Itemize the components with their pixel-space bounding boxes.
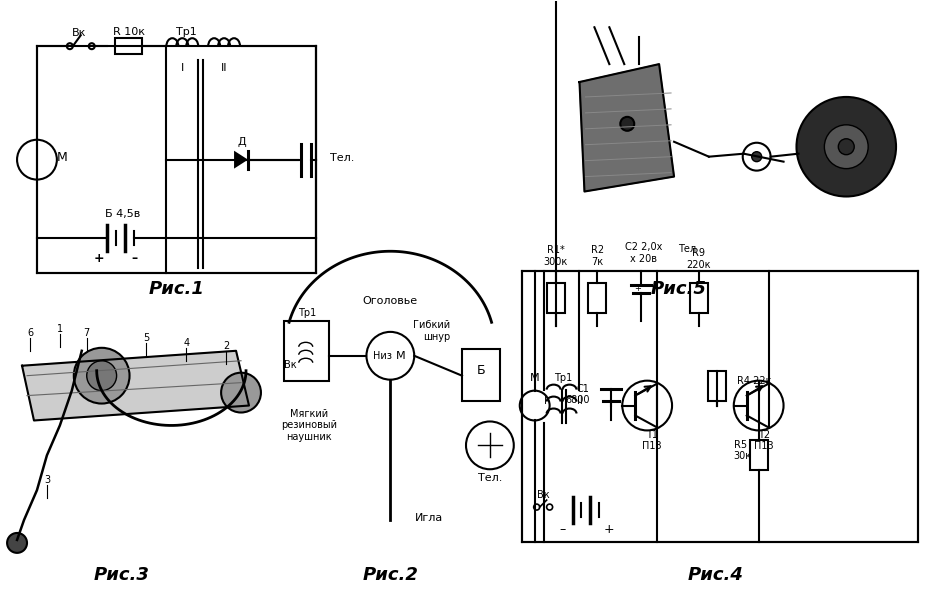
Bar bbox=[522, 271, 918, 542]
Text: I: I bbox=[181, 63, 184, 73]
Polygon shape bbox=[579, 64, 674, 191]
Polygon shape bbox=[234, 151, 248, 169]
Text: 3: 3 bbox=[44, 475, 50, 485]
Circle shape bbox=[752, 152, 761, 162]
Text: R9
220к: R9 220к bbox=[687, 249, 711, 270]
Text: Вк: Вк bbox=[537, 490, 550, 500]
Text: –: – bbox=[132, 252, 137, 265]
Text: T1
П13: T1 П13 bbox=[642, 430, 662, 451]
Text: Рис.3: Рис.3 bbox=[93, 566, 149, 584]
Text: II: II bbox=[221, 63, 228, 73]
Text: C2 2,0х
x 20в: C2 2,0х x 20в bbox=[624, 243, 661, 264]
Text: R2
7к: R2 7к bbox=[591, 246, 604, 267]
Text: +: + bbox=[634, 284, 641, 293]
Text: II: II bbox=[577, 395, 582, 406]
Polygon shape bbox=[22, 351, 249, 420]
Text: Д: Д bbox=[238, 137, 246, 147]
Bar bbox=[37, 46, 315, 273]
Text: 5: 5 bbox=[144, 333, 149, 343]
Text: М: М bbox=[396, 351, 405, 360]
Bar bbox=[115, 38, 143, 54]
Circle shape bbox=[221, 373, 261, 412]
Text: Тел.: Тел. bbox=[329, 153, 354, 163]
Circle shape bbox=[839, 139, 855, 155]
Text: Низ: Низ bbox=[373, 351, 392, 360]
Text: Игла: Игла bbox=[415, 513, 443, 523]
Text: –: – bbox=[560, 524, 565, 536]
Text: Б 4,5в: Б 4,5в bbox=[104, 210, 140, 219]
Text: Гибкий
шнур: Гибкий шнур bbox=[413, 320, 450, 342]
Text: 2: 2 bbox=[223, 341, 230, 351]
Text: R4 22к: R4 22к bbox=[737, 376, 772, 386]
Text: 4: 4 bbox=[183, 338, 189, 348]
Bar bbox=[589, 283, 606, 313]
Text: Вк: Вк bbox=[72, 28, 86, 38]
Text: 1: 1 bbox=[57, 324, 63, 334]
Text: 7: 7 bbox=[84, 328, 90, 338]
Text: Тр1: Тр1 bbox=[298, 308, 316, 318]
Bar bbox=[690, 283, 708, 313]
Circle shape bbox=[7, 533, 27, 553]
Text: М: М bbox=[530, 373, 539, 382]
Text: Б: Б bbox=[477, 364, 485, 377]
Text: Тр1: Тр1 bbox=[176, 27, 197, 37]
Text: М: М bbox=[57, 151, 67, 164]
Bar bbox=[547, 283, 564, 313]
Text: C1
6800: C1 6800 bbox=[565, 384, 590, 405]
Text: Рис.4: Рис.4 bbox=[688, 566, 744, 584]
Text: +: + bbox=[604, 524, 615, 536]
Bar bbox=[750, 441, 768, 470]
Text: I: I bbox=[544, 395, 547, 406]
Text: Рис.1: Рис.1 bbox=[148, 280, 204, 298]
Circle shape bbox=[74, 348, 130, 403]
Text: Тр1: Тр1 bbox=[554, 373, 573, 382]
Text: Рис.5: Рис.5 bbox=[651, 280, 707, 298]
Text: 6: 6 bbox=[27, 328, 33, 338]
Text: R5
30к: R5 30к bbox=[733, 439, 752, 461]
Text: Вк: Вк bbox=[285, 360, 297, 370]
Text: Тел.: Тел. bbox=[478, 473, 502, 483]
Bar bbox=[462, 349, 500, 401]
Circle shape bbox=[87, 360, 117, 390]
Text: +: + bbox=[93, 252, 104, 265]
Bar bbox=[708, 371, 726, 401]
Text: Мягкий
резиновый
наушник: Мягкий резиновый наушник bbox=[281, 409, 337, 442]
Text: Тел: Тел bbox=[678, 244, 696, 254]
Circle shape bbox=[825, 125, 869, 169]
Circle shape bbox=[797, 97, 896, 197]
Text: R 10к: R 10к bbox=[113, 27, 145, 37]
Text: Оголовье: Оголовье bbox=[363, 296, 418, 306]
Bar bbox=[284, 321, 328, 381]
Text: R1*
300к: R1* 300к bbox=[543, 246, 567, 267]
Circle shape bbox=[620, 117, 634, 131]
Text: T2
П13: T2 П13 bbox=[754, 430, 773, 451]
Text: Рис.2: Рис.2 bbox=[362, 566, 418, 584]
